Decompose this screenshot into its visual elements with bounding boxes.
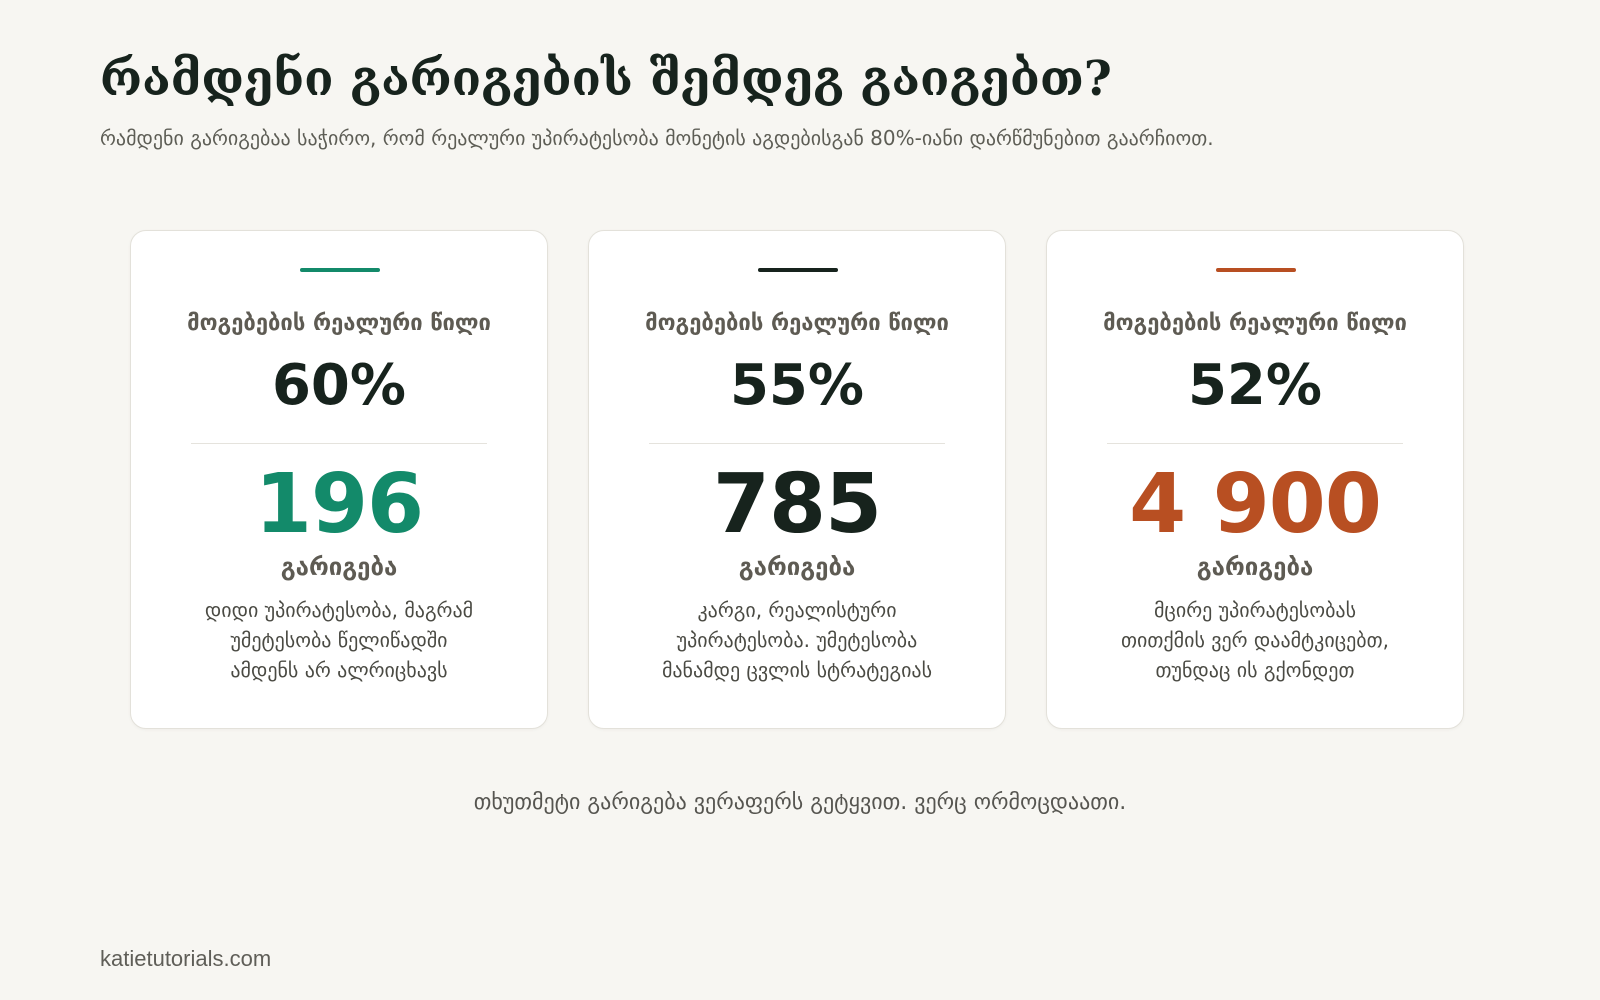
win-rate-value: 60% (271, 353, 407, 418)
trade-count: 4 900 (1129, 457, 1382, 552)
card-accent-line (300, 268, 380, 272)
description-line: უპირატესობა. უმეტესობა (676, 628, 918, 652)
win-rate-value: 55% (729, 353, 865, 418)
metric-label: მოგებების რეალური წილი (1103, 311, 1407, 336)
description-line: უმეტესობა წელიწადში (230, 628, 448, 652)
trade-unit: გარიგება (1196, 553, 1314, 581)
page-subtitle: რამდენი გარიგებაა საჭირო, რომ რეალური უპ… (100, 126, 1214, 150)
card-55-percent: მოგებების რეალური წილი 55% 785 გარიგება … (588, 230, 1006, 729)
description-line: თითქმის ვერ დაამტკიცებთ, (1121, 628, 1389, 652)
card-divider (191, 443, 487, 444)
trade-count: 785 (712, 457, 882, 552)
page-title: რამდენი გარიგების შემდეგ გაიგებთ? (100, 51, 1112, 107)
description-line: თუნდაც ის გქონდეთ (1155, 658, 1355, 682)
cards-row: მოგებების რეალური წილი 60% 196 გარიგება … (130, 230, 1470, 729)
trade-count: 196 (254, 457, 424, 552)
description-line: ამდენს არ ალრიცხავს (230, 658, 448, 682)
win-rate-value: 52% (1187, 353, 1323, 418)
card-accent-line (1216, 268, 1296, 272)
trade-unit: გარიგება (738, 553, 856, 581)
trade-unit: გარიგება (280, 553, 398, 581)
card-52-percent: მოგებების რეალური წილი 52% 4 900 გარიგებ… (1046, 230, 1464, 729)
description-line: მანამდე ცვლის სტრატეგიას (661, 658, 933, 682)
footer-site-name: katietutorials.com (100, 946, 272, 971)
tagline: თხუთმეტი გარიგება ვერაფერს გეტყვით. ვერც… (473, 790, 1127, 815)
card-description: დიდი უპირატესობა, მაგრამ უმეტესობა წელიწ… (167, 595, 511, 685)
card-60-percent: მოგებების რეალური წილი 60% 196 გარიგება … (130, 230, 548, 729)
card-divider (649, 443, 945, 444)
card-divider (1107, 443, 1403, 444)
metric-label: მოგებების რეალური წილი (187, 311, 491, 336)
card-description: მცირე უპირატესობას თითქმის ვერ დაამტკიცე… (1083, 595, 1427, 685)
card-description: კარგი, რეალისტური უპირატესობა. უმეტესობა… (625, 595, 969, 685)
card-accent-line (758, 268, 838, 272)
description-line: დიდი უპირატესობა, მაგრამ (204, 598, 474, 622)
metric-label: მოგებების რეალური წილი (645, 311, 949, 336)
description-line: მცირე უპირატესობას (1153, 598, 1357, 622)
description-line: კარგი, რეალისტური (697, 598, 897, 622)
